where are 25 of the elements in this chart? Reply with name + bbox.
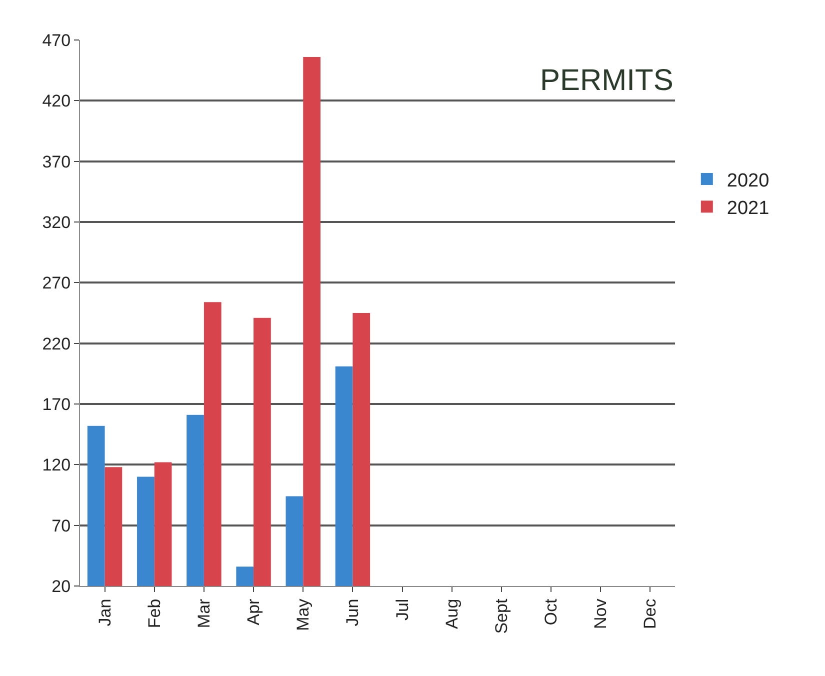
x-tick-label: May (294, 598, 313, 631)
x-tick-label: Aug (442, 598, 462, 630)
legend-label: 2020 (726, 170, 770, 192)
y-tick-label: 120 (42, 456, 71, 475)
x-tick-label: Oct (542, 598, 561, 626)
x-tick-label: Feb (144, 598, 164, 628)
x-tick-label: Sept (492, 598, 511, 634)
y-tick-label: 320 (42, 212, 71, 232)
y-tick-label: 70 (52, 516, 71, 536)
x-tick-label: Jan (95, 598, 114, 626)
x-tick-label: Nov (591, 598, 610, 630)
x-tick-label: Jun (343, 598, 362, 626)
x-tick-label: Dec (640, 598, 660, 630)
y-tick-label: 470 (42, 30, 71, 50)
y-tick-label: 370 (42, 152, 71, 172)
x-tick-label: Apr (244, 598, 264, 626)
y-tick-label: 220 (42, 334, 71, 354)
x-tick-label: Jul (392, 598, 412, 621)
x-tick-label: Mar (194, 598, 214, 628)
y-tick-label: 20 (52, 576, 71, 596)
legend-label: 2021 (726, 198, 770, 220)
y-tick-label: 420 (42, 92, 71, 111)
text: PERMITS (540, 64, 674, 97)
y-tick-label: 270 (42, 274, 71, 293)
y-tick-label: 170 (42, 394, 71, 414)
